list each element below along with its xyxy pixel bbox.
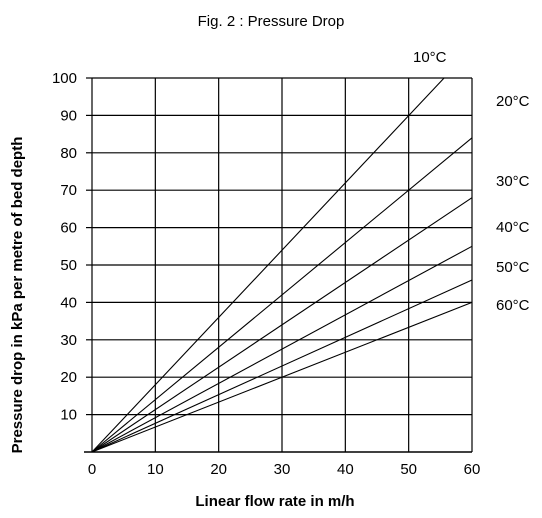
chart-title: Fig. 2 : Pressure Drop <box>198 13 345 30</box>
x-tick-label: 30 <box>274 461 291 478</box>
series-line-5 <box>91 279 473 453</box>
x-axis-label: Linear flow rate in m/h <box>195 493 354 510</box>
grid <box>84 77 473 453</box>
series-label-4: 40°C <box>496 219 530 236</box>
series-label-2: 20°C <box>496 93 530 110</box>
x-tick-label: 10 <box>147 461 164 478</box>
y-tick-labels: 10 20 30 40 50 60 70 80 90 100 <box>52 70 77 424</box>
series-line-2 <box>91 137 473 453</box>
series-labels: 10°C 20°C 30°C 40°C 50°C 60°C <box>413 49 530 314</box>
x-tick-labels: 0 10 20 30 40 50 60 <box>88 461 481 478</box>
series-lines <box>91 77 473 453</box>
y-tick-label: 70 <box>60 182 77 199</box>
y-tick-label: 100 <box>52 70 77 87</box>
x-tick-label: 50 <box>400 461 417 478</box>
series-label-1: 10°C <box>413 49 447 66</box>
x-tick-label: 20 <box>210 461 227 478</box>
y-tick-label: 90 <box>60 107 77 124</box>
x-tick-label: 40 <box>337 461 354 478</box>
y-tick-label: 60 <box>60 220 77 237</box>
series-line-4 <box>91 245 473 453</box>
y-tick-label: 50 <box>60 257 77 274</box>
y-tick-label: 10 <box>60 407 77 424</box>
x-tick-label: 0 <box>88 461 96 478</box>
y-tick-label: 30 <box>60 332 77 349</box>
y-axis-label: Pressure drop in kPa per metre of bed de… <box>9 137 26 454</box>
y-tick-label: 40 <box>60 294 77 311</box>
y-tick-label: 20 <box>60 369 77 386</box>
series-line-1 <box>91 77 445 453</box>
x-tick-label: 60 <box>464 461 481 478</box>
y-tick-label: 80 <box>60 145 77 162</box>
series-label-6: 60°C <box>496 297 530 314</box>
series-label-3: 30°C <box>496 173 530 190</box>
series-line-3 <box>91 197 473 453</box>
series-label-5: 50°C <box>496 259 530 276</box>
series-line-6 <box>91 301 473 453</box>
